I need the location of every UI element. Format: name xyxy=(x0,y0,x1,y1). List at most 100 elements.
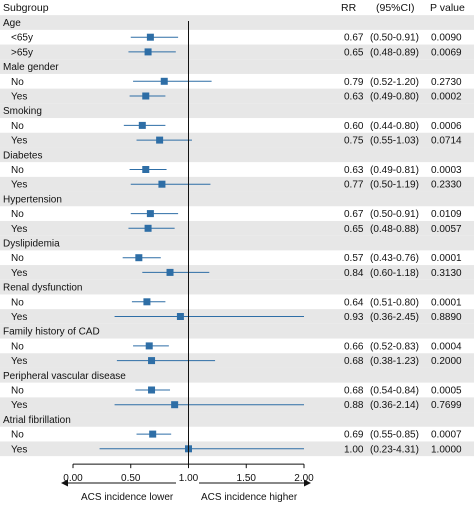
row-label: Yes xyxy=(11,268,27,279)
row-band xyxy=(0,147,474,163)
row-label: Yes xyxy=(11,356,27,367)
x-tick-label: 2.00 xyxy=(294,473,314,484)
direction-label-right: ACS incidence higher xyxy=(201,492,298,503)
rr-marker xyxy=(160,77,168,85)
row-label: Yes xyxy=(11,180,27,191)
rr-value: 0.77 xyxy=(344,180,364,191)
rr-value: 0.93 xyxy=(344,312,364,323)
rr-marker xyxy=(148,386,156,394)
rr-value: 0.65 xyxy=(344,47,364,58)
rr-value: 1.00 xyxy=(344,444,364,455)
x-tick-label: 1.00 xyxy=(179,473,199,484)
ci-value: (0.60-1.18) xyxy=(370,268,419,279)
rr-value: 0.60 xyxy=(344,121,364,132)
ci-value: (0.36-2.45) xyxy=(370,312,419,323)
rr-marker xyxy=(145,342,153,350)
rr-marker xyxy=(166,268,174,276)
rr-marker xyxy=(146,33,154,41)
rr-value: 0.57 xyxy=(344,253,364,264)
rr-marker xyxy=(176,313,184,320)
row-label: No xyxy=(11,297,24,308)
rr-value: 0.65 xyxy=(344,224,364,235)
p-value: 0.0004 xyxy=(431,341,462,352)
p-value: 0.0109 xyxy=(431,209,462,220)
rr-marker xyxy=(143,298,151,306)
row-label: Yes xyxy=(11,400,27,411)
p-value: 0.2330 xyxy=(431,180,462,191)
group-label: Age xyxy=(3,18,21,29)
group-label: Family history of CAD xyxy=(3,327,100,338)
p-value: 0.2000 xyxy=(431,356,462,367)
row-band xyxy=(0,44,474,60)
p-value: 0.3130 xyxy=(431,268,462,279)
group-label: Smoking xyxy=(3,106,42,117)
p-value: 0.8890 xyxy=(431,312,462,323)
rr-value: 0.64 xyxy=(344,297,364,308)
ci-value: (0.36-2.14) xyxy=(370,400,419,411)
row-label: No xyxy=(11,121,24,132)
group-label: Diabetes xyxy=(3,150,42,161)
rr-marker xyxy=(149,430,157,438)
ci-value: (0.43-0.76) xyxy=(370,253,419,264)
rr-value: 0.68 xyxy=(344,386,364,397)
ci-value: (0.52-0.83) xyxy=(370,341,419,352)
x-axis-ticks: 0.00 0.50 1.00 1.50 2.00 xyxy=(63,464,314,484)
row-band xyxy=(0,412,474,427)
ci-value: (0.49-0.80) xyxy=(370,92,419,103)
rr-marker xyxy=(146,210,154,218)
rr-value: 0.75 xyxy=(344,136,364,147)
row-label: >65y xyxy=(11,47,33,58)
row-band xyxy=(0,323,474,339)
rr-marker xyxy=(142,92,150,100)
header-subgroup: Subgroup xyxy=(3,2,49,14)
rr-value: 0.67 xyxy=(344,209,364,220)
ci-value: (0.50-0.91) xyxy=(370,33,419,44)
group-label: Male gender xyxy=(3,62,59,73)
row-band xyxy=(0,132,474,148)
rr-value: 0.79 xyxy=(344,77,364,88)
group-label: Atrial fibrillation xyxy=(3,415,71,426)
ci-value: (0.23-4.31) xyxy=(370,444,419,455)
rr-value: 0.66 xyxy=(344,341,364,352)
plot-rows: Age <65y 0.67 (0.50-0.91) 0.0090 >65y 0.65 (0.4… xyxy=(3,18,462,455)
row-band xyxy=(0,176,474,192)
x-tick-label: 0.50 xyxy=(121,473,141,484)
rr-value: 0.68 xyxy=(344,356,364,367)
row-label: No xyxy=(11,430,24,441)
row-label: No xyxy=(11,209,24,220)
ci-value: (0.50-0.91) xyxy=(370,209,419,220)
x-tick-label: 1.50 xyxy=(237,473,257,484)
p-value: 0.0002 xyxy=(431,92,462,103)
row-band xyxy=(0,235,474,251)
rr-marker xyxy=(148,357,156,365)
rr-value: 0.63 xyxy=(344,92,364,103)
p-value: 0.0069 xyxy=(431,47,462,58)
rr-value: 0.63 xyxy=(344,165,364,176)
rr-marker xyxy=(144,48,152,56)
group-label: Renal dysfunction xyxy=(3,283,83,294)
p-value: 0.0007 xyxy=(431,430,462,441)
row-band xyxy=(0,15,474,30)
row-label: Yes xyxy=(11,92,27,103)
row-label: Yes xyxy=(11,312,27,323)
row-band xyxy=(0,279,474,295)
row-band xyxy=(0,191,474,207)
header-ci: (95%CI) xyxy=(376,2,415,14)
row-band xyxy=(0,367,474,383)
ci-value: (0.49-0.81) xyxy=(370,165,419,176)
p-value: 0.0057 xyxy=(431,224,462,235)
rr-value: 0.69 xyxy=(344,430,364,441)
rr-marker xyxy=(135,254,143,262)
p-value: 0.7699 xyxy=(431,400,462,411)
p-value: 0.0001 xyxy=(431,253,462,264)
p-value: 0.0090 xyxy=(431,33,462,44)
rr-value: 0.84 xyxy=(344,268,364,279)
row-bands xyxy=(0,15,474,457)
ci-value: (0.48-0.89) xyxy=(370,47,419,58)
rr-value: 0.67 xyxy=(344,33,364,44)
ci-value: (0.50-1.19) xyxy=(370,180,419,191)
ci-value: (0.44-0.80) xyxy=(370,121,419,132)
ci-value: (0.55-0.85) xyxy=(370,430,419,441)
group-label: Hypertension xyxy=(3,194,62,205)
rr-marker xyxy=(138,121,146,129)
